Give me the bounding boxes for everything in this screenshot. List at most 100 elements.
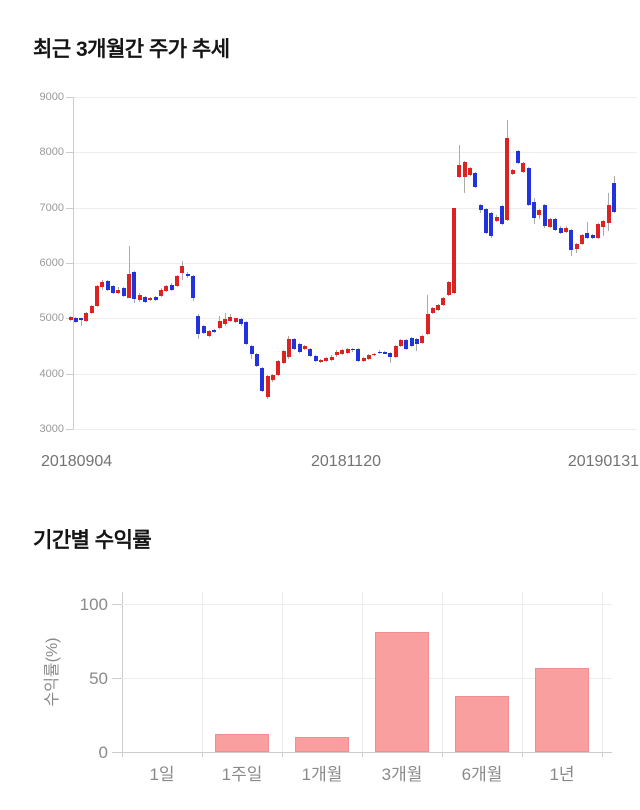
category-label: 1년 (549, 765, 575, 784)
bar (215, 734, 269, 752)
x-axis-label-end: 20190131 (567, 453, 639, 470)
gridline-v (202, 592, 203, 752)
candle-body (334, 351, 339, 356)
candle-body (260, 368, 265, 391)
candle-body (430, 307, 435, 313)
candle-body (297, 344, 302, 353)
candle-body (196, 315, 201, 335)
candle-body (324, 357, 329, 361)
y-tick-mark (66, 373, 73, 375)
candle-body (510, 170, 515, 174)
x-tick-mark (282, 752, 283, 757)
candle-body (153, 296, 158, 301)
candle-body (436, 305, 441, 311)
bar (375, 632, 429, 752)
candle-body (596, 224, 600, 239)
y-tick-label: 6000 (39, 257, 64, 269)
candle-body (452, 207, 457, 293)
candle-body (414, 339, 419, 345)
candle-body (473, 172, 478, 187)
category-label: 3개월 (381, 765, 423, 784)
candle-body (180, 266, 185, 273)
candle-body (548, 218, 553, 228)
candle-wick (458, 144, 460, 178)
candle-body (292, 339, 297, 349)
gridline-h (73, 373, 637, 375)
gridline-h (73, 263, 637, 264)
gridline-h (73, 152, 637, 154)
candle-body (532, 202, 537, 218)
x-axis-label-mid: 20181120 (311, 453, 381, 470)
x-tick-mark (522, 752, 523, 757)
candle-body (398, 340, 403, 346)
y-tick-mark (66, 152, 73, 154)
candle-body (276, 360, 281, 375)
price-candlestick-chart: 9000 8000 7000 6000 5000 4000 3000 (39, 91, 637, 435)
candle-body (68, 316, 73, 320)
candle-body (239, 319, 243, 325)
candle-body (127, 273, 132, 298)
candle-body (382, 352, 387, 354)
candle-body (590, 235, 595, 239)
candle-body (233, 318, 238, 323)
y-tick-mark (66, 97, 73, 98)
candle-body (95, 286, 100, 307)
y-tick-label: 0 (98, 743, 108, 762)
candle-body (569, 229, 574, 250)
candle-body (537, 209, 542, 215)
candle-body (84, 312, 89, 322)
gridline-v (522, 592, 523, 752)
y-axis-title: 수익률(%) (44, 637, 61, 707)
candle-body (420, 336, 425, 343)
candle-body (254, 354, 259, 366)
candle-body (505, 137, 510, 220)
candle-body (340, 349, 345, 354)
candle-body (388, 352, 393, 358)
candle-wick (389, 351, 391, 363)
x-tick-mark (602, 752, 603, 757)
candle-body (164, 286, 169, 292)
candle-body (553, 218, 558, 230)
gridline-h (73, 429, 637, 430)
candle-body (356, 348, 361, 361)
y-tick-label: 9000 (39, 91, 64, 103)
category-label: 1개월 (301, 765, 343, 784)
gridline-h (73, 97, 637, 98)
gridline-v (442, 592, 443, 752)
price-chart-title: 최근 3개월간 주가 추세 (33, 38, 230, 61)
candle-body (478, 204, 483, 211)
y-tick-label: 5000 (39, 312, 64, 325)
candle-body (366, 355, 371, 359)
candle-body (270, 374, 275, 380)
category-label: 6개월 (461, 765, 503, 784)
candle-body (73, 318, 78, 322)
y-axis-line (73, 97, 74, 429)
candle-body (372, 353, 377, 356)
candle-body (468, 167, 473, 175)
candle-body (169, 284, 174, 290)
gridline-v (282, 592, 283, 752)
candle-wick (80, 317, 82, 327)
x-tick-mark (122, 752, 123, 757)
candle-body (585, 232, 590, 239)
candle-body (281, 350, 286, 363)
y-tick-label: 7000 (39, 201, 64, 214)
bar (295, 737, 349, 752)
candle-body (286, 339, 291, 358)
candle-body (574, 243, 579, 250)
bar (535, 667, 589, 752)
candle-body (350, 348, 355, 351)
candle-body (606, 204, 611, 223)
y-tick-mark (66, 207, 73, 209)
candle-body (462, 161, 467, 177)
candle-wick (128, 246, 130, 299)
y-tick-label: 100 (79, 595, 108, 614)
candle-body (601, 220, 606, 228)
gridline-v (602, 592, 603, 752)
candle-body (159, 289, 164, 297)
y-tick-mark (112, 604, 122, 605)
candle-body (249, 346, 254, 355)
candle-body (516, 151, 521, 163)
gridline-h (122, 678, 612, 679)
